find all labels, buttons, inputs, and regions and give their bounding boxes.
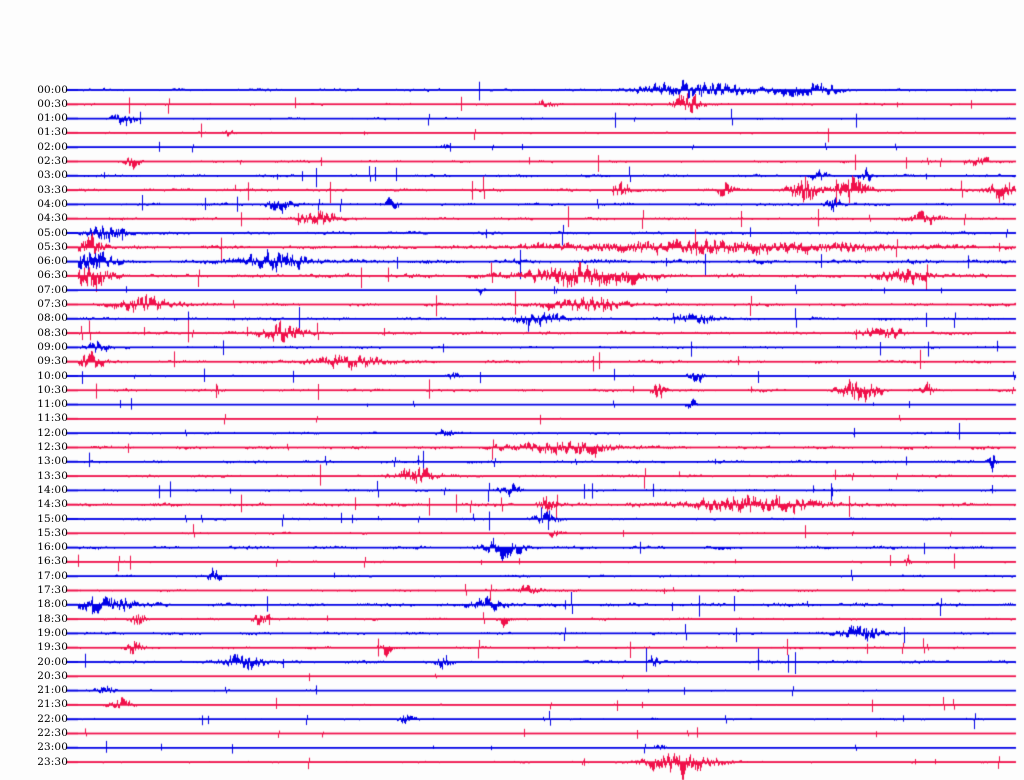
time-label-1730: 17:30: [37, 584, 68, 596]
time-label-1330: 13:30: [37, 469, 68, 482]
time-label-1900: 19:00: [37, 626, 68, 639]
time-label-2200: 22:00: [37, 712, 68, 725]
time-label-2130: 21:30: [37, 698, 68, 711]
time-label-1130: 11:30: [37, 412, 68, 425]
time-label-0630: 06:30: [37, 269, 68, 282]
time-axis-labels: 00:00 00:30 01:00 01:30 02:00 02:30 03:00 03:30…: [0, 0, 76, 780]
time-label-0200: 02:00: [37, 140, 68, 153]
time-label-2230: 22:30: [37, 727, 68, 739]
time-label-0800: 08:00: [37, 312, 68, 325]
time-label-2330: 23:30: [37, 755, 68, 768]
time-label-1530: 15:30: [37, 526, 68, 539]
time-label-1100: 11:00: [37, 398, 68, 411]
time-label-1800: 18:00: [37, 598, 68, 611]
time-label-1930: 19:30: [37, 641, 68, 654]
time-label-0230: 02:30: [37, 155, 68, 167]
time-label-1000: 10:00: [37, 369, 68, 382]
time-label-1600: 16:00: [37, 541, 68, 554]
time-label-0930: 09:30: [37, 355, 68, 368]
time-label-2000: 20:00: [37, 655, 68, 668]
time-label-0130: 01:30: [37, 126, 68, 139]
time-label-0600: 06:00: [37, 255, 68, 268]
time-label-1430: 14:30: [37, 498, 68, 511]
time-label-1700: 17:00: [37, 569, 68, 582]
time-label-2300: 23:00: [37, 741, 68, 754]
time-label-0530: 05:30: [37, 240, 68, 253]
time-label-0100: 01:00: [37, 112, 68, 125]
time-label-0730: 07:30: [37, 298, 68, 310]
time-label-0400: 04:00: [37, 197, 68, 210]
time-label-1830: 18:30: [37, 612, 68, 625]
time-label-1200: 12:00: [37, 426, 68, 439]
time-label-1230: 12:30: [37, 441, 68, 453]
time-label-0030: 00:30: [37, 97, 68, 110]
time-label-0000: 00:00: [37, 83, 68, 96]
time-label-1300: 13:00: [37, 455, 68, 468]
time-label-0300: 03:00: [37, 169, 68, 182]
time-label-2100: 21:00: [37, 684, 68, 697]
time-label-0330: 03:30: [37, 183, 68, 196]
time-label-1500: 15:00: [37, 512, 68, 525]
time-label-0700: 07:00: [37, 283, 68, 296]
time-label-1030: 10:30: [37, 383, 68, 396]
time-label-2030: 20:30: [37, 669, 68, 682]
time-label-0830: 08:30: [37, 326, 68, 339]
time-label-1400: 14:00: [37, 483, 68, 496]
time-label-0500: 05:00: [37, 226, 68, 239]
time-label-1630: 16:30: [37, 555, 68, 568]
time-label-0430: 04:30: [37, 212, 68, 225]
time-label-0900: 09:00: [37, 340, 68, 353]
